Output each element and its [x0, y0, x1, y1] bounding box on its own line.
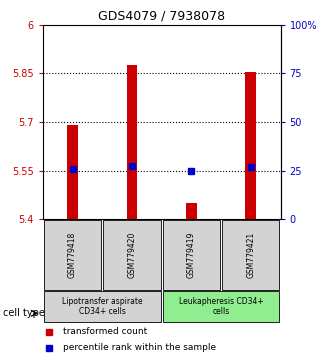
Bar [104, 220, 160, 290]
Text: GSM779419: GSM779419 [187, 232, 196, 278]
Text: GSM779420: GSM779420 [127, 232, 137, 278]
Bar [44, 220, 101, 290]
Bar [67, 125, 78, 219]
Title: GDS4079 / 7938078: GDS4079 / 7938078 [98, 9, 225, 22]
Bar [127, 65, 137, 219]
Bar [186, 202, 197, 219]
Text: percentile rank within the sample: percentile rank within the sample [63, 343, 216, 352]
Text: Leukapheresis CD34+
cells: Leukapheresis CD34+ cells [179, 297, 263, 316]
Bar [163, 220, 220, 290]
Bar [44, 291, 160, 321]
Bar [222, 220, 279, 290]
Text: GSM779421: GSM779421 [246, 232, 255, 278]
Bar [246, 72, 256, 219]
Text: Lipotransfer aspirate
CD34+ cells: Lipotransfer aspirate CD34+ cells [62, 297, 143, 316]
Text: GSM779418: GSM779418 [68, 232, 77, 278]
Text: transformed count: transformed count [63, 327, 147, 336]
Bar [163, 291, 279, 321]
Text: cell type: cell type [3, 308, 45, 318]
